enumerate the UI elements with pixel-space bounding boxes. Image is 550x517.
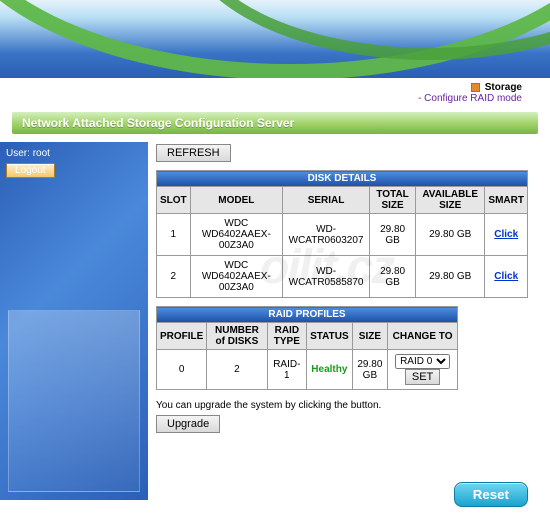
col-avail: AVAILABLE SIZE — [416, 187, 485, 214]
col-total: TOTAL SIZE — [370, 187, 416, 214]
storage-label: Storage — [485, 82, 522, 93]
user-line: User: root — [6, 148, 142, 159]
col-raidtype: RAID TYPE — [267, 323, 307, 350]
raid-profiles-table: RAID PROFILES PROFILE NUMBER of DISKS RA… — [156, 306, 458, 390]
cell-profile: 0 — [157, 350, 207, 390]
cell-model: WDC WD6402AAEX-00Z3A0 — [190, 214, 282, 256]
header-banner — [0, 0, 550, 78]
page-title: Network Attached Storage Configuration S… — [12, 112, 538, 134]
col-slot: SLOT — [157, 187, 191, 214]
smart-link[interactable]: Click — [494, 271, 518, 282]
cell-total: 29.80 GB — [370, 214, 416, 256]
smart-link[interactable]: Click — [494, 229, 518, 240]
cell-avail: 29.80 GB — [416, 214, 485, 256]
user-name: root — [33, 148, 50, 159]
cell-raidtype: RAID-1 — [267, 350, 307, 390]
table-row: 2 WDC WD6402AAEX-00Z3A0 WD-WCATR0585870 … — [157, 256, 528, 298]
col-profile: PROFILE — [157, 323, 207, 350]
col-size: SIZE — [352, 323, 388, 350]
configure-raid-link[interactable]: - Configure RAID mode — [418, 93, 522, 104]
col-smart: SMART — [485, 187, 528, 214]
upgrade-button[interactable]: Upgrade — [156, 415, 220, 433]
set-button[interactable]: SET — [405, 369, 440, 385]
col-status: STATUS — [307, 323, 353, 350]
storage-icon — [471, 83, 480, 92]
cell-slot: 2 — [157, 256, 191, 298]
table-row: 0 2 RAID-1 Healthy 29.80 GB RAID 0 SET — [157, 350, 458, 390]
raid-table-title: RAID PROFILES — [157, 307, 458, 323]
disk-table-title: DISK DETAILS — [157, 171, 528, 187]
cell-numdisks: 2 — [207, 350, 267, 390]
cell-serial: WD-WCATR0585870 — [282, 256, 369, 298]
refresh-button[interactable]: REFRESH — [156, 144, 231, 162]
disk-details-table: DISK DETAILS SLOT MODEL SERIAL TOTAL SIZ… — [156, 170, 528, 298]
cell-total: 29.80 GB — [370, 256, 416, 298]
main-content: REFRESH DISK DETAILS SLOT MODEL SERIAL T… — [156, 144, 536, 433]
change-to-select[interactable]: RAID 0 — [395, 354, 450, 369]
cell-avail: 29.80 GB — [416, 256, 485, 298]
col-numdisks: NUMBER of DISKS — [207, 323, 267, 350]
top-right-nav: Storage - Configure RAID mode — [0, 78, 550, 106]
cell-serial: WD-WCATR0603207 — [282, 214, 369, 256]
cell-slot: 1 — [157, 214, 191, 256]
sidebar: User: root Logout — [0, 142, 148, 500]
user-prefix: User: — [6, 148, 30, 159]
reset-button[interactable]: Reset — [454, 482, 528, 507]
cell-status: Healthy — [311, 364, 347, 375]
table-row: 1 WDC WD6402AAEX-00Z3A0 WD-WCATR0603207 … — [157, 214, 528, 256]
cell-size: 29.80 GB — [352, 350, 388, 390]
col-serial: SERIAL — [282, 187, 369, 214]
cell-model: WDC WD6402AAEX-00Z3A0 — [190, 256, 282, 298]
logout-button[interactable]: Logout — [6, 163, 55, 178]
col-model: MODEL — [190, 187, 282, 214]
upgrade-note: You can upgrade the system by clicking t… — [156, 400, 536, 411]
col-changeto: CHANGE TO — [388, 323, 458, 350]
